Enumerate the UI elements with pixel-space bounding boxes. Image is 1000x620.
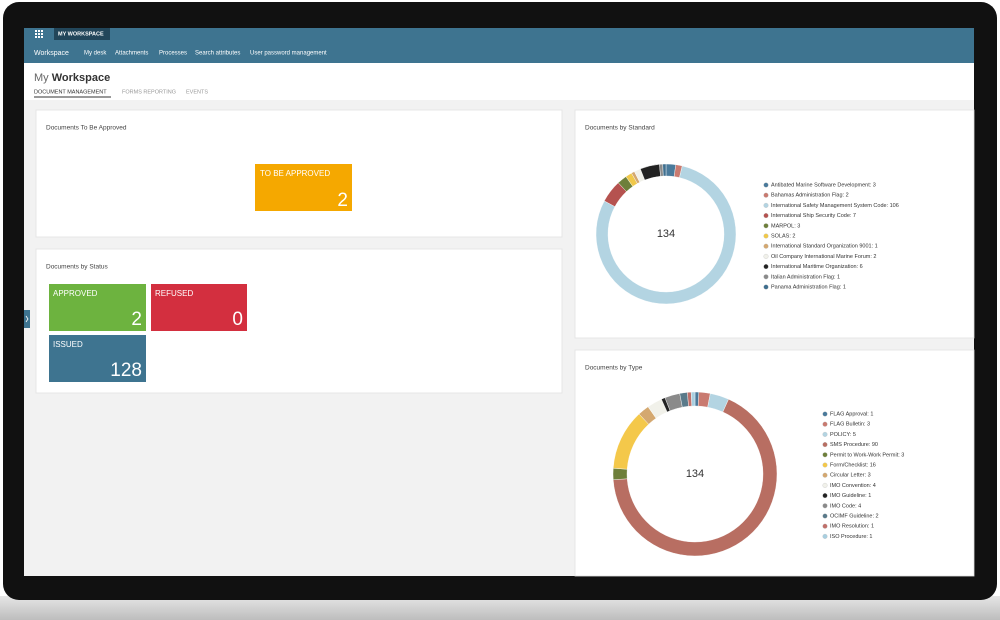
side-toggle[interactable] bbox=[24, 310, 30, 328]
legend-swatch bbox=[822, 482, 828, 488]
nav-home[interactable]: Workspace bbox=[34, 50, 69, 57]
tab[interactable]: EVENTS bbox=[186, 89, 208, 95]
tile[interactable] bbox=[151, 284, 247, 331]
tile[interactable] bbox=[49, 284, 146, 331]
nav-link[interactable]: User password management bbox=[250, 51, 327, 57]
tile-count: 128 bbox=[110, 360, 142, 381]
tile-count: 2 bbox=[337, 190, 348, 211]
nav-link[interactable]: My desk bbox=[84, 51, 107, 57]
donut-segment bbox=[595, 165, 737, 305]
tile[interactable] bbox=[49, 335, 146, 382]
donut-segment bbox=[662, 163, 667, 177]
legend-label: FLAG Approval: 1 bbox=[830, 411, 873, 417]
legend-label: Form/Checklist: 16 bbox=[830, 462, 876, 468]
legend-label: IMO Resolution: 1 bbox=[830, 524, 874, 530]
legend-label: SOLAS: 2 bbox=[771, 233, 795, 239]
legend-swatch bbox=[822, 493, 828, 499]
nav-bar bbox=[24, 28, 974, 63]
legend-swatch bbox=[822, 452, 828, 458]
legend-swatch bbox=[822, 442, 828, 448]
legend-swatch bbox=[822, 431, 828, 437]
nav-link[interactable]: Attachments bbox=[115, 51, 148, 57]
legend-swatch bbox=[763, 253, 769, 259]
legend-swatch bbox=[763, 233, 769, 239]
badge bbox=[54, 28, 110, 40]
legend-swatch bbox=[763, 284, 769, 290]
chevron bbox=[25, 315, 29, 323]
tile-count: 2 bbox=[131, 309, 142, 330]
apps-icon[interactable] bbox=[35, 30, 43, 38]
donut-segment bbox=[612, 398, 778, 557]
legend-swatch bbox=[822, 472, 828, 478]
legend-label: Oil Company International Marine Forum: … bbox=[771, 254, 876, 260]
legend-label: FLAG Bulletin: 3 bbox=[830, 422, 870, 428]
header bbox=[24, 63, 974, 100]
legend-swatch bbox=[763, 182, 769, 188]
legend-label: International Safety Management System C… bbox=[771, 203, 899, 209]
legend-swatch bbox=[822, 411, 828, 417]
donut-segment bbox=[690, 391, 696, 407]
legend-swatch bbox=[763, 202, 769, 208]
legend-swatch bbox=[822, 533, 828, 539]
legend-swatch bbox=[763, 192, 769, 198]
nav-link[interactable]: Processes bbox=[159, 51, 187, 57]
tab[interactable]: DOCUMENT MANAGEMENT bbox=[34, 89, 107, 95]
tab[interactable]: FORMS REPORTING bbox=[122, 89, 176, 95]
legend-swatch bbox=[763, 213, 769, 219]
donut-center-label: 134 bbox=[657, 228, 675, 240]
legend-label: SMS Procedure: 90 bbox=[830, 442, 878, 448]
title-bold: Workspace bbox=[52, 72, 111, 84]
legend-label: International Standard Organization 9001… bbox=[771, 244, 878, 250]
legend-swatch bbox=[763, 274, 769, 280]
app-badge[interactable]: MY WORKSPACE bbox=[58, 31, 104, 37]
legend-label: IMO Guideline: 1 bbox=[830, 493, 871, 499]
legend-label: Permit to Work-Work Permit: 3 bbox=[830, 452, 904, 458]
legend-label: MARPOL: 3 bbox=[771, 223, 800, 229]
legend-label: Italian Administration Flag: 1 bbox=[771, 274, 840, 280]
legend-swatch bbox=[763, 264, 769, 270]
legend-label: Panama Administration Flag: 1 bbox=[771, 284, 846, 290]
legend-swatch bbox=[763, 243, 769, 249]
legend-label: International Maritime Organization: 6 bbox=[771, 264, 863, 270]
chart-title: Documents by Type bbox=[585, 365, 643, 372]
donut-segment bbox=[612, 468, 628, 480]
legend-label: ISO Procedure: 1 bbox=[830, 534, 873, 540]
tile-label: TO BE APPROVED bbox=[260, 169, 330, 178]
legend-label: POLICY: 5 bbox=[830, 432, 856, 438]
legend-swatch bbox=[822, 523, 828, 529]
legend-label: International Ship Security Code: 7 bbox=[771, 213, 856, 219]
card bbox=[574, 109, 975, 339]
tile-count: 0 bbox=[232, 309, 243, 330]
legend-label: Bahamas Administration Flag: 2 bbox=[771, 193, 849, 199]
nav-link[interactable]: Search attributes bbox=[195, 51, 240, 57]
legend-label: OCIMF Guideline: 2 bbox=[830, 513, 879, 519]
legend-swatch bbox=[822, 421, 828, 427]
legend-swatch bbox=[822, 462, 828, 468]
card-title: Documents To Be Approved bbox=[46, 125, 127, 132]
legend-label: IMO Code: 4 bbox=[830, 503, 861, 509]
tile-label: APPROVED bbox=[53, 289, 98, 298]
title-light: My bbox=[34, 72, 49, 84]
legend-label: Antibated Marine Software Development: 3 bbox=[771, 182, 876, 188]
donut-center-label: 134 bbox=[686, 468, 704, 480]
card-title: Documents by Status bbox=[46, 264, 109, 271]
legend-label: IMO Convention: 4 bbox=[830, 483, 876, 489]
legend-swatch bbox=[822, 503, 828, 509]
tile-label: ISSUED bbox=[53, 340, 83, 349]
legend-label: Circular Letter: 3 bbox=[830, 473, 871, 479]
legend-swatch bbox=[822, 513, 828, 519]
page-title: My Workspace bbox=[34, 72, 110, 84]
tile[interactable] bbox=[255, 164, 352, 211]
chart-title: Documents by Standard bbox=[585, 125, 655, 132]
legend-swatch bbox=[763, 223, 769, 229]
tile-label: REFUSED bbox=[155, 289, 193, 298]
